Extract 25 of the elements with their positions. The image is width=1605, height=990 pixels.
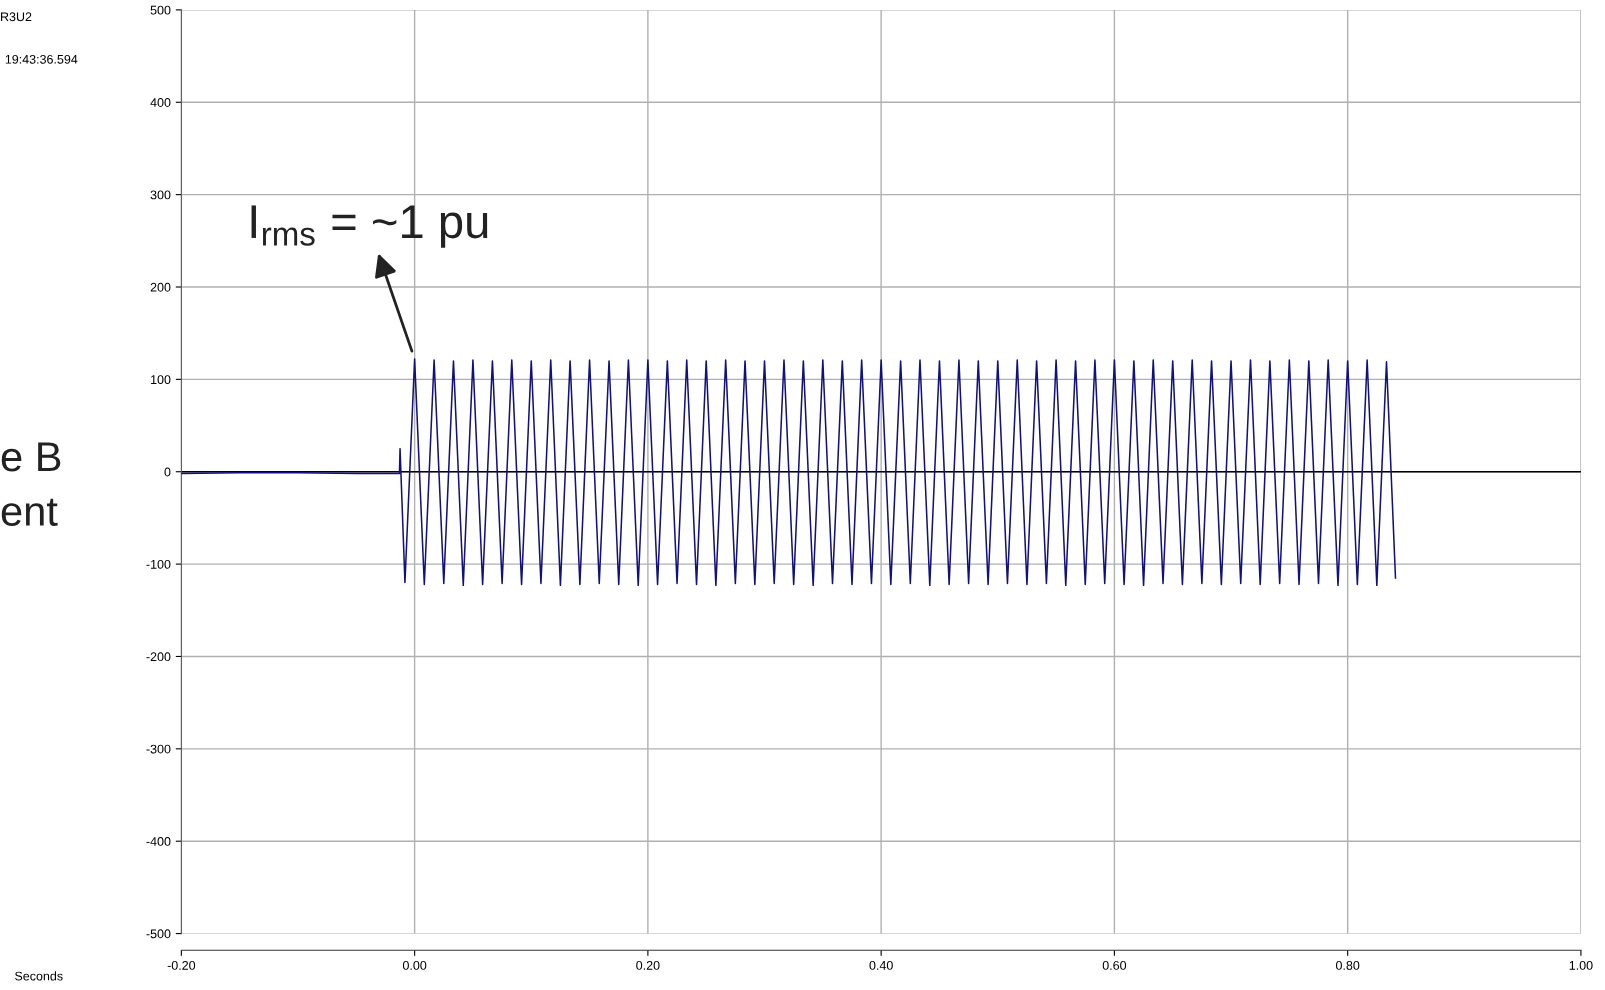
line-series (181, 358, 1397, 587)
y-tick-label: 300 (150, 190, 171, 200)
y-tick-label: 400 (150, 98, 171, 107)
y-tick-label: -300 (146, 744, 171, 754)
x-tick-label: 0.00 (402, 960, 427, 970)
y-tick-label: -200 (146, 652, 171, 662)
y-tick-label: -500 (146, 929, 171, 939)
y-tick-label: 200 (150, 282, 171, 292)
x-tick-label: 0.60 (1102, 960, 1127, 970)
x-tick-label: 0.40 (869, 960, 893, 970)
y-tick-label: -100 (146, 559, 171, 569)
text: e B (1, 442, 61, 472)
y-tick-label: 0 (164, 467, 171, 477)
x-tick-label: 1.00 (1569, 960, 1593, 970)
x-tick-label: -0.20 (167, 960, 196, 970)
text: ent (1, 498, 58, 526)
text: Seconds (15, 971, 63, 981)
y-tick-label: 100 (151, 375, 171, 385)
y-tick-label: -400 (146, 837, 171, 846)
x-tick-label: 0.20 (636, 960, 660, 970)
text: R3U2 (1, 12, 32, 22)
x-tick-label: 0.80 (1335, 960, 1360, 970)
annotation: I$_{rms}$ = ~1 pu (251, 205, 488, 248)
text: 19:43:36.594 (5, 54, 78, 64)
y-tick-label: 500 (150, 5, 171, 15)
